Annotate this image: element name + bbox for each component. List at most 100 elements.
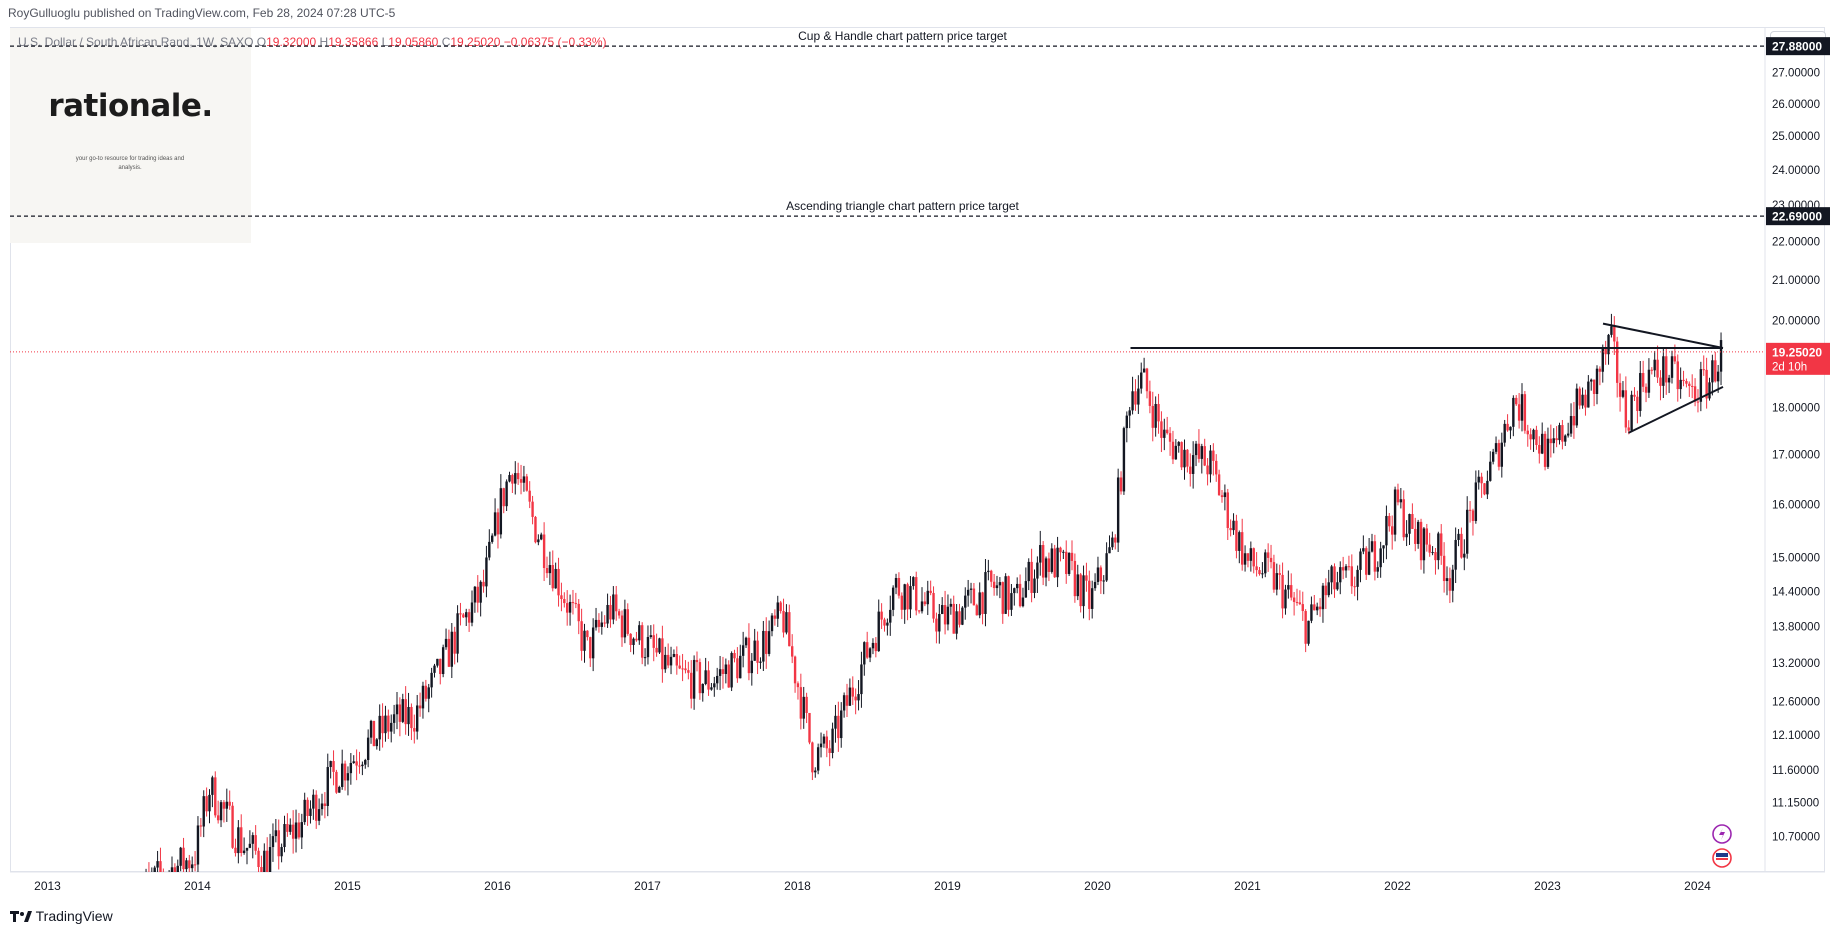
candle-body: [1070, 552, 1074, 561]
candle-body: [1480, 476, 1483, 484]
candle-body: [1330, 566, 1333, 583]
candle-body: [1644, 386, 1648, 393]
candle-body: [1376, 567, 1379, 572]
candle-body: [1085, 575, 1088, 581]
candle-body: [1252, 548, 1255, 567]
candle-body: [1373, 541, 1377, 572]
candle-body: [1134, 391, 1137, 405]
candle-body: [185, 860, 188, 870]
candle-body: [1137, 388, 1140, 405]
candle-body: [1388, 515, 1391, 527]
candle-body: [410, 706, 413, 729]
candle-body: [1191, 455, 1195, 474]
candle-body: [1708, 382, 1711, 399]
candle-body: [834, 715, 837, 729]
candle-body: [721, 669, 725, 674]
candle-body: [219, 802, 223, 821]
candle-body: [251, 835, 254, 844]
candle-body: [291, 824, 295, 839]
candle-body: [358, 765, 361, 767]
candle-body: [1347, 566, 1351, 568]
candle-body: [1601, 348, 1604, 372]
candle-body: [1258, 570, 1261, 575]
candle-body: [205, 796, 208, 812]
candle-body: [1448, 578, 1452, 591]
flag-glyph-red: [1716, 858, 1728, 860]
candle-body: [851, 687, 854, 697]
candle-body: [1667, 377, 1671, 383]
candle-body: [669, 656, 673, 666]
current-price-label: 19.25020: [1772, 345, 1822, 359]
candle-body: [1543, 433, 1547, 467]
y-tick-label: 13.80000: [1772, 622, 1820, 634]
candle-body: [894, 577, 898, 588]
candle-body: [1339, 567, 1342, 583]
candle-body: [863, 642, 866, 665]
y-tick-label: 27.00000: [1772, 68, 1820, 80]
candle-body: [718, 669, 722, 676]
candle-body: [684, 668, 687, 671]
candle-body: [574, 603, 578, 605]
candle-body: [655, 647, 658, 653]
candle-body: [1463, 553, 1466, 558]
candle-body: [133, 892, 135, 913]
candle-body: [620, 615, 624, 638]
candle-body: [1402, 499, 1405, 538]
candle-body: [384, 715, 387, 734]
candle-body: [519, 479, 523, 483]
candle-body: [710, 687, 713, 690]
candle-body: [626, 609, 629, 634]
candle-body: [352, 761, 355, 763]
x-tick-label: 2019: [934, 879, 961, 893]
y-tick-label: 12.10000: [1772, 730, 1820, 742]
candle-body: [375, 739, 379, 747]
candle-body: [1575, 388, 1579, 426]
close-label: C: [441, 35, 451, 49]
y-tick-label: 26.00000: [1772, 99, 1820, 111]
candle-body: [401, 699, 404, 722]
candle-body: [1486, 480, 1489, 495]
candle-body: [949, 603, 953, 607]
candle-body: [1004, 576, 1007, 614]
lightning-icon[interactable]: [1712, 824, 1732, 844]
x-tick-label: 2014: [184, 879, 211, 893]
candle-body: [340, 763, 344, 787]
candle-body: [1552, 438, 1555, 444]
candle-body: [1065, 551, 1068, 574]
candle-body: [436, 658, 439, 666]
candle-body: [1665, 356, 1668, 383]
candle-body: [1696, 401, 1700, 403]
candle-body: [1171, 441, 1175, 460]
candle-body: [1566, 433, 1570, 436]
candle-body: [1122, 428, 1126, 492]
candle-body: [433, 665, 436, 673]
candle-body: [992, 581, 996, 589]
candle-body: [514, 473, 517, 484]
x-tick-label: 2016: [484, 879, 511, 893]
candle-body: [606, 604, 609, 624]
candle-body: [713, 683, 716, 688]
candle-body: [964, 595, 967, 608]
candle-body: [467, 612, 471, 623]
candle-body: [1350, 566, 1354, 587]
candle-body: [819, 743, 823, 748]
candle-body: [848, 687, 852, 706]
candle-body: [1353, 586, 1356, 588]
candle-body: [808, 712, 811, 743]
candle-body: [188, 860, 191, 869]
x-tick-label: 2017: [634, 879, 661, 893]
candle-body: [987, 570, 990, 573]
candle-body: [323, 803, 327, 806]
candle-body: [1033, 578, 1036, 593]
candle-body: [231, 805, 234, 848]
candle-body: [525, 476, 529, 491]
candle-body: [485, 557, 488, 587]
candle-body: [1249, 548, 1253, 561]
candle-body: [998, 582, 1002, 586]
candle-body: [1584, 394, 1587, 408]
candle-body: [565, 603, 569, 613]
candle-body: [635, 638, 638, 641]
logo-title: rationale.: [48, 88, 213, 124]
candle-body: [151, 874, 153, 875]
